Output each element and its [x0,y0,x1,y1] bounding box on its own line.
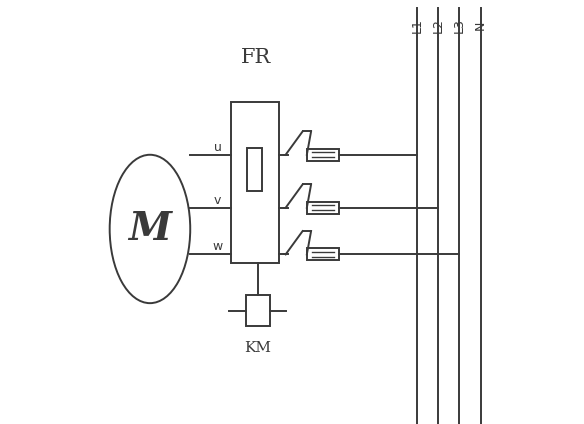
Bar [246,295,270,326]
Text: u: u [214,141,222,153]
Text: L3: L3 [453,18,466,33]
Bar [248,148,262,191]
Bar [307,248,339,260]
Text: KM: KM [244,340,271,355]
Text: L1: L1 [411,18,423,33]
Text: FR: FR [241,48,271,67]
Text: w: w [213,240,223,253]
Text: N: N [474,21,487,30]
Bar [231,102,279,263]
Text: v: v [214,194,221,206]
Text: M: M [128,210,172,248]
Text: L2: L2 [432,18,445,33]
Bar [307,149,339,161]
Bar [307,202,339,214]
